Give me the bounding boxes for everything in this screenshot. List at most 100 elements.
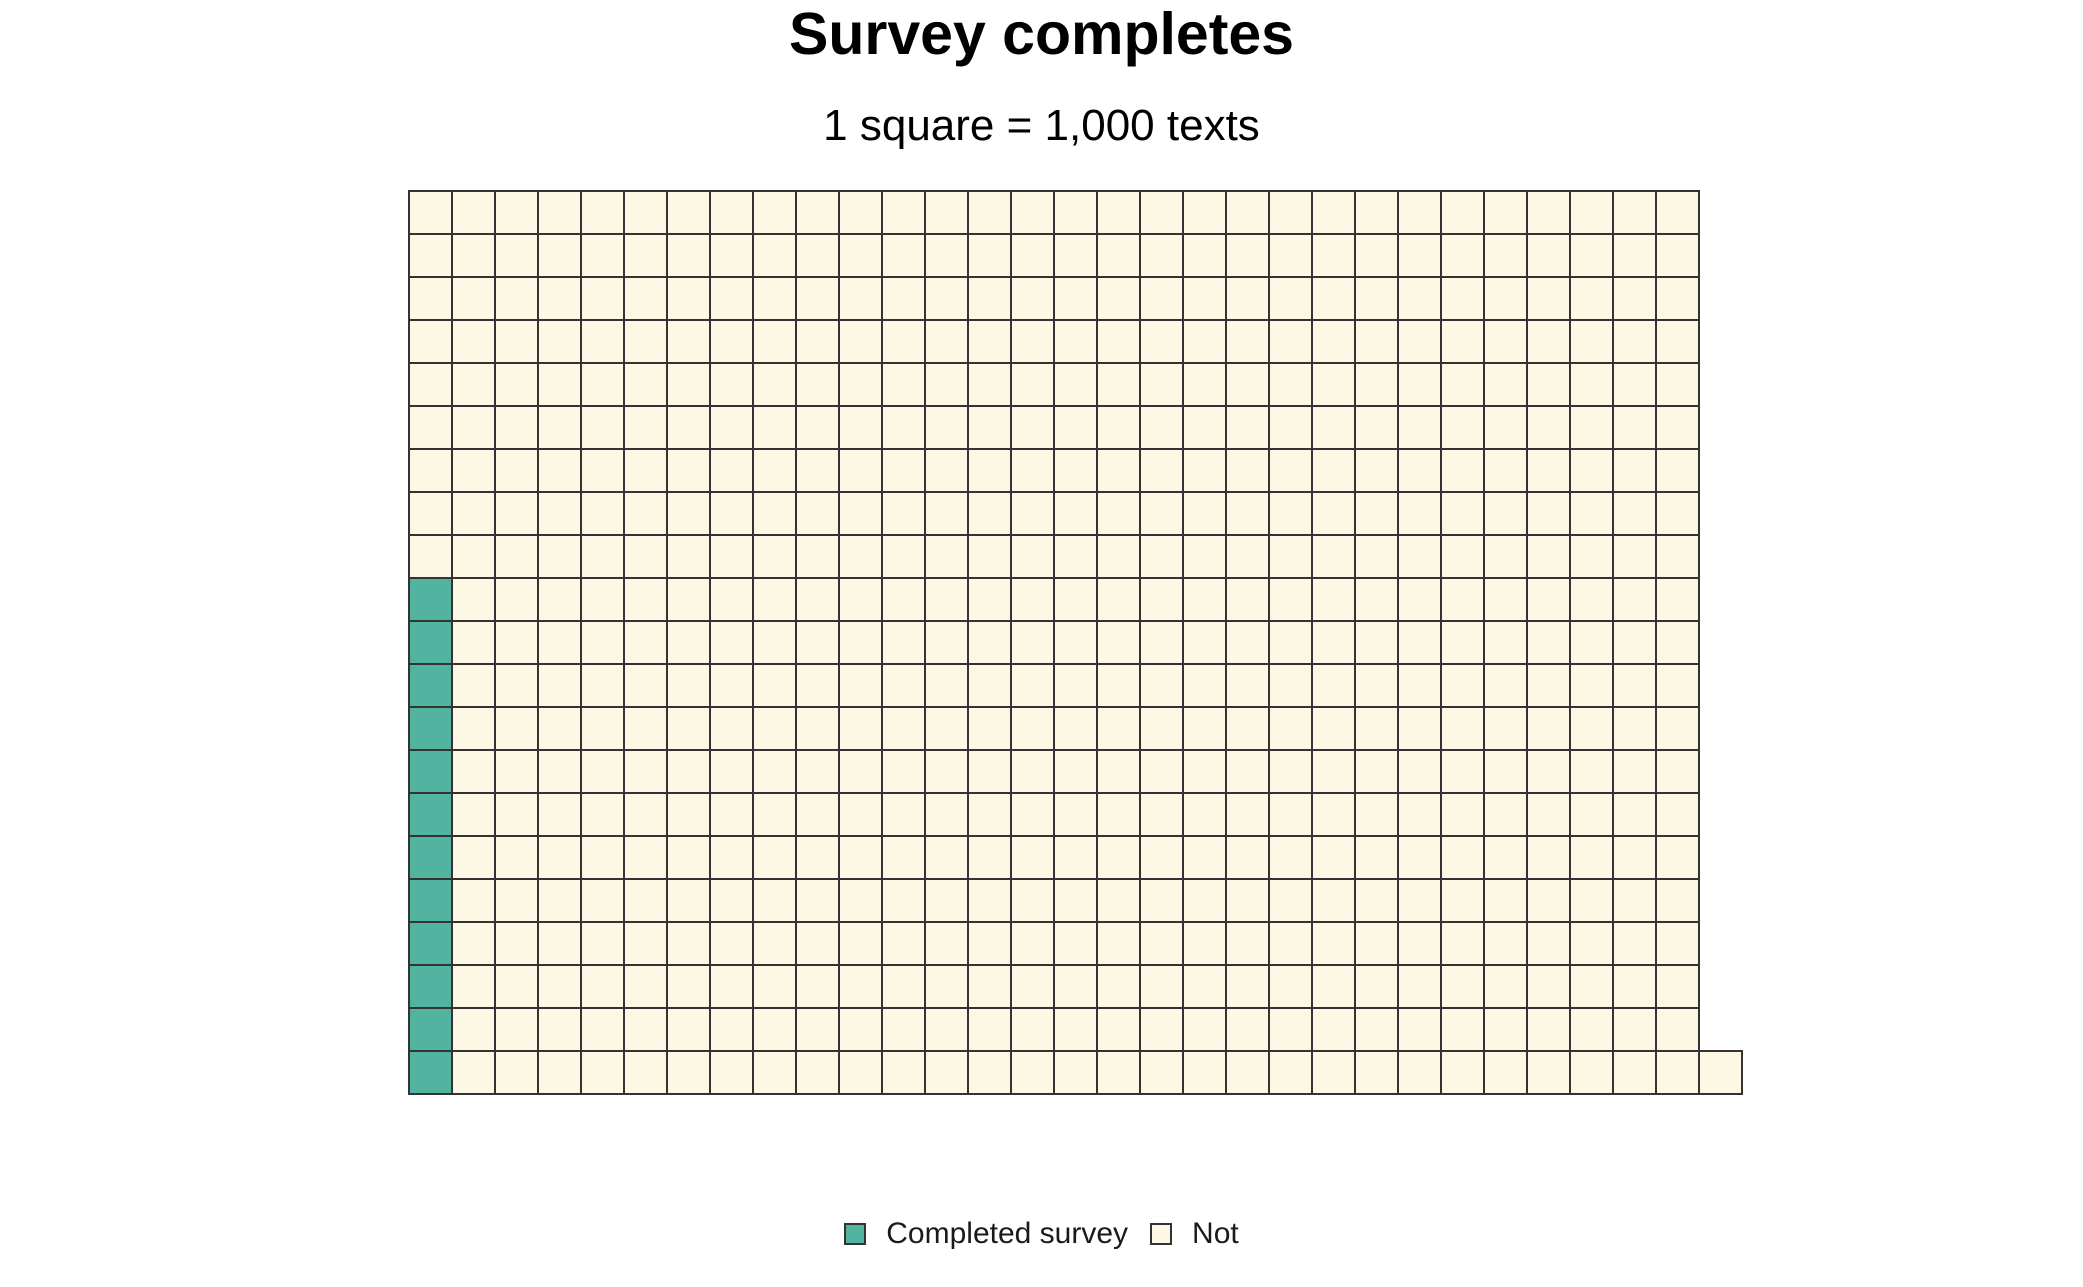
waffle-square-not bbox=[1311, 276, 1356, 321]
waffle-square-not bbox=[1311, 577, 1356, 622]
waffle-square-not bbox=[451, 362, 496, 407]
waffle-square-not bbox=[709, 319, 754, 364]
waffle-square-not bbox=[1311, 405, 1356, 450]
waffle-square-not bbox=[881, 405, 926, 450]
waffle-square-not bbox=[1096, 577, 1141, 622]
waffle-square-not bbox=[838, 620, 883, 665]
waffle-square-completed-survey bbox=[408, 964, 453, 1009]
waffle-square-not bbox=[451, 233, 496, 278]
waffle-square-completed-survey bbox=[408, 749, 453, 794]
waffle-square-not bbox=[1053, 878, 1098, 923]
waffle-square-not bbox=[967, 319, 1012, 364]
waffle-square-not bbox=[881, 792, 926, 837]
waffle-square-not bbox=[1655, 577, 1700, 622]
waffle-square-not bbox=[967, 921, 1012, 966]
waffle-square-not bbox=[1569, 878, 1614, 923]
waffle-square-not bbox=[1053, 964, 1098, 1009]
waffle-square-not bbox=[580, 448, 625, 493]
waffle-square-not bbox=[1483, 534, 1528, 579]
waffle-square-not bbox=[1483, 878, 1528, 923]
waffle-square-not bbox=[1225, 1007, 1270, 1052]
waffle-square-completed-survey bbox=[408, 921, 453, 966]
waffle-square-not bbox=[1483, 964, 1528, 1009]
waffle-square-not bbox=[666, 749, 711, 794]
waffle-square-not bbox=[1182, 190, 1227, 235]
waffle-square-not bbox=[1139, 405, 1184, 450]
waffle-square-not bbox=[881, 878, 926, 923]
waffle-square-not bbox=[1397, 534, 1442, 579]
waffle-square-not bbox=[623, 233, 668, 278]
waffle-square-not bbox=[1354, 921, 1399, 966]
waffle-square-not bbox=[1612, 362, 1657, 407]
waffle-square-not bbox=[623, 491, 668, 536]
waffle-square-not bbox=[838, 1007, 883, 1052]
waffle-square-not bbox=[1268, 921, 1313, 966]
waffle-square-not bbox=[451, 190, 496, 235]
waffle-square-not bbox=[537, 1050, 582, 1095]
waffle-square-not bbox=[795, 577, 840, 622]
waffle-square-not bbox=[408, 534, 453, 579]
waffle-square-not bbox=[1096, 233, 1141, 278]
waffle-square-not bbox=[1225, 878, 1270, 923]
waffle-square-not bbox=[1268, 663, 1313, 708]
waffle-square-not bbox=[1526, 749, 1571, 794]
waffle-square-not bbox=[924, 749, 969, 794]
waffle-square-not bbox=[1311, 190, 1356, 235]
waffle-square-not bbox=[623, 620, 668, 665]
waffle-square-not bbox=[451, 964, 496, 1009]
waffle-square-not bbox=[1483, 620, 1528, 665]
waffle-square-not bbox=[1268, 878, 1313, 923]
waffle-square-not bbox=[494, 276, 539, 321]
waffle-square-not bbox=[1225, 405, 1270, 450]
waffle-square-not bbox=[1354, 405, 1399, 450]
waffle-square-not bbox=[1526, 405, 1571, 450]
waffle-square-not bbox=[580, 964, 625, 1009]
waffle-square-not bbox=[752, 491, 797, 536]
waffle-square-not bbox=[838, 448, 883, 493]
waffle-square-not bbox=[623, 448, 668, 493]
waffle-square-not bbox=[1526, 319, 1571, 364]
waffle-square-not bbox=[408, 362, 453, 407]
waffle-square-not bbox=[1182, 1007, 1227, 1052]
waffle-square-not bbox=[1655, 190, 1700, 235]
waffle-square-not bbox=[623, 534, 668, 579]
waffle-square-not bbox=[752, 964, 797, 1009]
waffle-square-not bbox=[1354, 362, 1399, 407]
waffle-square-not bbox=[924, 663, 969, 708]
waffle-square-not bbox=[795, 878, 840, 923]
waffle-square-not bbox=[623, 1050, 668, 1095]
waffle-square-not bbox=[709, 1007, 754, 1052]
waffle-square-not bbox=[709, 706, 754, 751]
waffle-square-not bbox=[1655, 233, 1700, 278]
waffle-square-not bbox=[1268, 276, 1313, 321]
waffle-square-not bbox=[967, 620, 1012, 665]
waffle-square-not bbox=[451, 319, 496, 364]
waffle-square-not bbox=[1526, 448, 1571, 493]
waffle-square-not bbox=[838, 706, 883, 751]
waffle-square-not bbox=[1311, 534, 1356, 579]
waffle-square-not bbox=[924, 362, 969, 407]
waffle-square-not bbox=[967, 362, 1012, 407]
waffle-square-not bbox=[795, 405, 840, 450]
waffle-square-not bbox=[967, 577, 1012, 622]
waffle-square-not bbox=[580, 577, 625, 622]
waffle-square-not bbox=[1139, 577, 1184, 622]
waffle-square-not bbox=[1655, 749, 1700, 794]
waffle-square-not bbox=[1354, 190, 1399, 235]
waffle-square-not bbox=[838, 577, 883, 622]
waffle-square-not bbox=[1483, 319, 1528, 364]
waffle-square-not bbox=[1569, 319, 1614, 364]
waffle-square-not bbox=[1096, 921, 1141, 966]
waffle-square-not bbox=[1268, 491, 1313, 536]
waffle-square-not bbox=[580, 1007, 625, 1052]
waffle-square-not bbox=[494, 491, 539, 536]
waffle-square-not bbox=[1612, 792, 1657, 837]
waffle-square-not bbox=[1311, 663, 1356, 708]
waffle-square-not bbox=[623, 362, 668, 407]
waffle-square-not bbox=[451, 577, 496, 622]
waffle-square-not bbox=[1010, 964, 1055, 1009]
waffle-square-not bbox=[795, 835, 840, 880]
waffle-square-not bbox=[1483, 577, 1528, 622]
waffle-square-not bbox=[1440, 319, 1485, 364]
